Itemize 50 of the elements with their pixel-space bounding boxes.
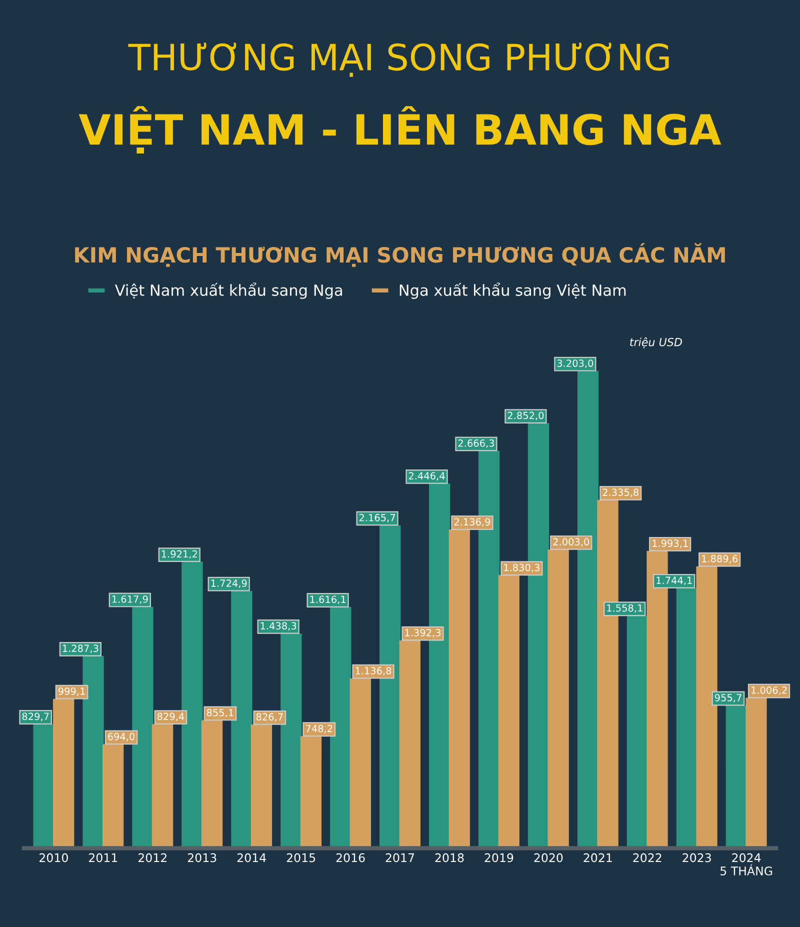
data-label: 748,2	[306, 724, 332, 734]
chart-title: THƯƠNG MẠI SONG PHƯƠNG VIỆT NAM - LIÊN BANG NGA	[78, 42, 722, 154]
data-label: 829,4	[157, 712, 184, 722]
data-label: 1.392,3	[405, 629, 440, 638]
data-label: 1.830,3	[504, 564, 540, 572]
x-tick-label: 2019	[484, 853, 514, 862]
data-label: 1.006,2	[752, 686, 787, 695]
x-tick-label: 2016	[336, 853, 365, 862]
data-label: 2.446,4	[408, 472, 445, 480]
data-label: 1.136,8	[356, 667, 392, 676]
data-label: 2.136,9	[454, 518, 490, 527]
legend-label: Nga xuất khẩu sang Việt Nam	[400, 282, 626, 299]
data-label: 1.616,1	[310, 596, 346, 604]
data-label: 1.889,6	[702, 555, 738, 564]
data-label: 2.165,7	[359, 514, 396, 522]
data-label: 826,7	[256, 713, 283, 722]
data-label: 999,1	[58, 688, 85, 696]
x-tick-label: 2024 5 THÁNG	[720, 853, 772, 876]
x-tick-label: 2014	[237, 853, 266, 862]
chart-subtitle: KIM NGẠCH THƯƠNG MẠI SONG PHƯƠNG QUA CÁC NĂM	[75, 242, 725, 267]
x-tick-label: 2012	[138, 853, 166, 862]
x-tick-label: 2023	[682, 853, 711, 862]
data-label: 955,7	[714, 694, 742, 702]
data-label: 1.287,3	[62, 644, 98, 653]
data-label: 1.438,3	[260, 622, 296, 631]
data-label: 2.852,0	[508, 412, 544, 420]
data-label: 3.203,0	[557, 360, 594, 368]
x-tick-label: 2013	[188, 853, 216, 862]
data-label: 2.335,8	[602, 488, 639, 497]
x-tick-label: 2021	[584, 853, 612, 862]
data-label: 1.617,9	[112, 595, 148, 604]
data-label: 1.993,1	[652, 540, 688, 548]
x-tick-label: 2017	[386, 853, 414, 862]
legend-label: Việt Nam xuất khẩu sang Nga	[114, 282, 342, 299]
data-label: 1.724,9	[211, 580, 247, 588]
data-label: 1.744,1	[656, 576, 692, 586]
x-tick-label: 2022	[633, 853, 662, 862]
data-label: 2.666,3	[458, 439, 494, 448]
text: triệu USD	[630, 337, 682, 348]
data-label: 1.921,2	[162, 550, 197, 559]
data-label: 1.558,1	[607, 604, 642, 613]
data-label: 2.003,0	[553, 538, 590, 546]
x-tick-label: 2010	[40, 853, 68, 862]
data-label: 694,0	[108, 732, 135, 742]
x-tick-label: 2015	[286, 853, 316, 862]
x-tick-label: 2011	[89, 853, 118, 862]
x-tick-label: 2020	[534, 853, 563, 862]
x-tick-label: 2018	[435, 853, 464, 862]
data-label: 829,7	[22, 712, 49, 722]
data-label: 855,1	[206, 708, 234, 718]
